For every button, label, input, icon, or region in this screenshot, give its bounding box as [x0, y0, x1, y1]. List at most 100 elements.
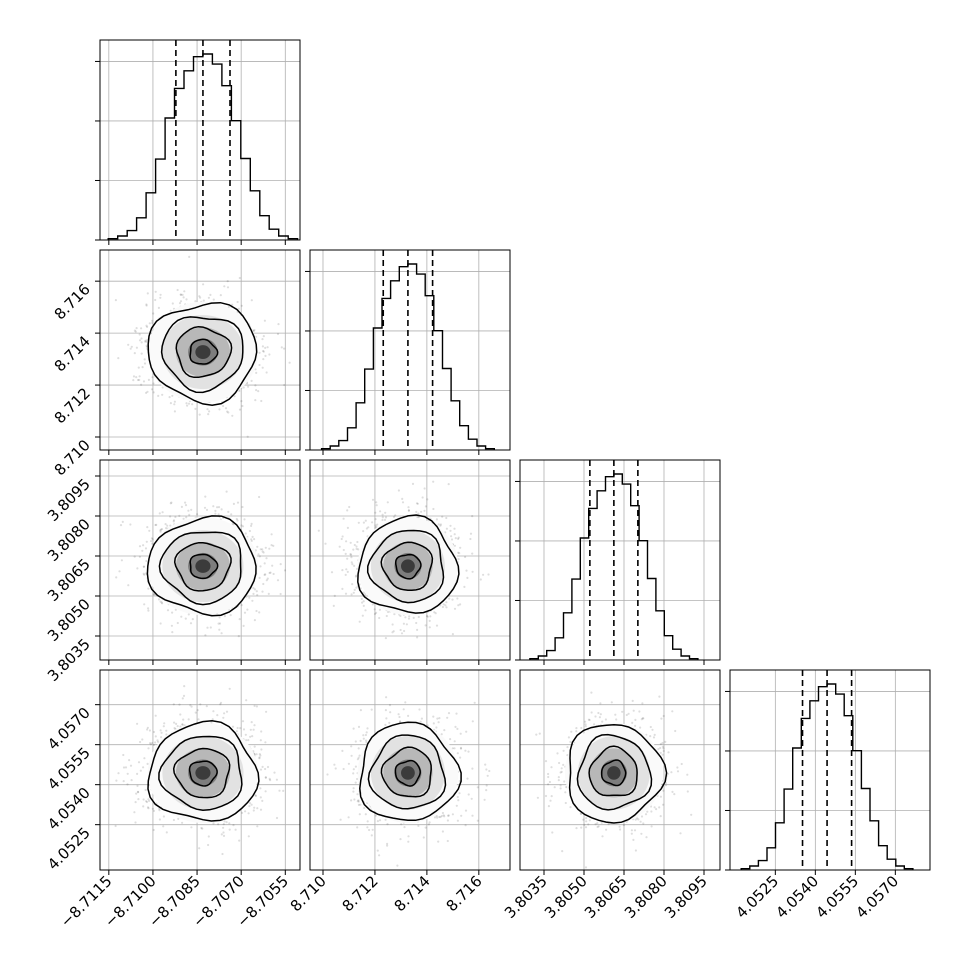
sample-point — [394, 514, 397, 517]
sample-point — [184, 504, 188, 507]
sample-point — [261, 550, 264, 553]
sample-point — [159, 296, 162, 299]
sample-point — [344, 573, 347, 577]
sample-point — [342, 517, 345, 520]
sample-point — [324, 542, 327, 545]
sample-point — [268, 777, 271, 781]
sample-point — [171, 394, 174, 397]
sample-point — [132, 375, 136, 378]
sample-point — [341, 569, 344, 572]
sample-point — [223, 285, 226, 288]
sample-point — [288, 361, 291, 364]
sample-point — [354, 575, 357, 578]
panel-frame — [99, 459, 301, 661]
sample-point — [424, 624, 427, 627]
sample-point — [138, 545, 142, 548]
sample-point — [457, 604, 460, 607]
sample-point — [189, 622, 193, 625]
sample-point — [236, 726, 239, 730]
sample-point — [241, 525, 245, 528]
contour-line — [175, 325, 233, 379]
sample-point — [122, 780, 125, 783]
sample-point — [464, 555, 467, 559]
sample-point — [137, 366, 140, 369]
sample-point — [405, 623, 408, 626]
sample-point — [456, 597, 459, 600]
density-panel-1-0 — [95, 249, 301, 455]
sample-point — [441, 605, 444, 609]
sample-point — [258, 351, 261, 354]
density-fill-core — [401, 559, 415, 573]
sample-point — [401, 497, 404, 500]
sample-point — [143, 573, 146, 576]
sample-point — [205, 705, 208, 708]
sample-point — [147, 609, 150, 612]
sample-point — [375, 611, 378, 615]
sample-point — [264, 776, 267, 779]
sample-point — [268, 571, 271, 575]
sample-point — [152, 382, 155, 385]
sample-point — [345, 568, 348, 571]
sample-point — [227, 510, 230, 513]
sample-point — [276, 332, 280, 336]
sample-point — [374, 518, 377, 521]
sample-point — [152, 593, 155, 596]
sample-point — [417, 615, 420, 619]
sample-point — [151, 538, 154, 541]
sample-point — [184, 617, 187, 620]
sample-point — [258, 757, 261, 760]
sample-point — [174, 608, 177, 611]
sample-point — [265, 557, 268, 560]
sample-point — [146, 325, 149, 328]
sample-point — [362, 604, 365, 608]
sample-point — [400, 632, 404, 635]
sample-point — [143, 358, 146, 361]
sample-point — [142, 565, 146, 568]
sample-point — [238, 618, 241, 621]
sample-point — [225, 490, 228, 493]
sample-point — [355, 547, 358, 551]
sample-point — [387, 610, 390, 614]
sample-point — [415, 621, 418, 625]
sample-point — [207, 296, 210, 299]
sample-point — [122, 766, 126, 769]
sample-point — [145, 303, 148, 306]
sample-point — [252, 592, 255, 596]
sample-point — [144, 339, 148, 342]
sample-point — [435, 624, 439, 627]
sample-point — [186, 404, 189, 407]
sample-point — [147, 607, 150, 610]
sample-point — [459, 603, 462, 606]
sample-point — [350, 561, 353, 564]
sample-point — [218, 616, 221, 619]
sample-point — [263, 573, 266, 577]
sample-point — [402, 622, 405, 625]
sample-point — [361, 614, 364, 617]
sample-point — [256, 545, 259, 548]
sample-point — [407, 509, 410, 512]
sample-point — [226, 410, 229, 413]
sample-point — [138, 375, 141, 378]
sample-point — [225, 821, 228, 824]
sample-point — [264, 346, 267, 349]
sample-point — [255, 371, 258, 374]
sample-point — [160, 528, 164, 531]
sample-point — [238, 389, 241, 393]
sample-point — [145, 559, 148, 563]
sample-point — [226, 286, 230, 289]
sample-point — [259, 548, 262, 551]
sample-point — [453, 544, 456, 547]
sample-point — [262, 335, 265, 338]
sample-point — [403, 629, 406, 633]
sample-point — [245, 739, 248, 742]
sample-point — [268, 547, 271, 550]
sample-point — [148, 799, 151, 803]
sample-point — [362, 530, 365, 533]
sample-point — [258, 555, 261, 558]
sample-point — [212, 710, 215, 713]
sample-point — [151, 321, 154, 324]
sample-point — [346, 557, 349, 560]
sample-point — [251, 535, 254, 539]
sample-point — [191, 618, 194, 621]
sample-point — [262, 349, 265, 353]
